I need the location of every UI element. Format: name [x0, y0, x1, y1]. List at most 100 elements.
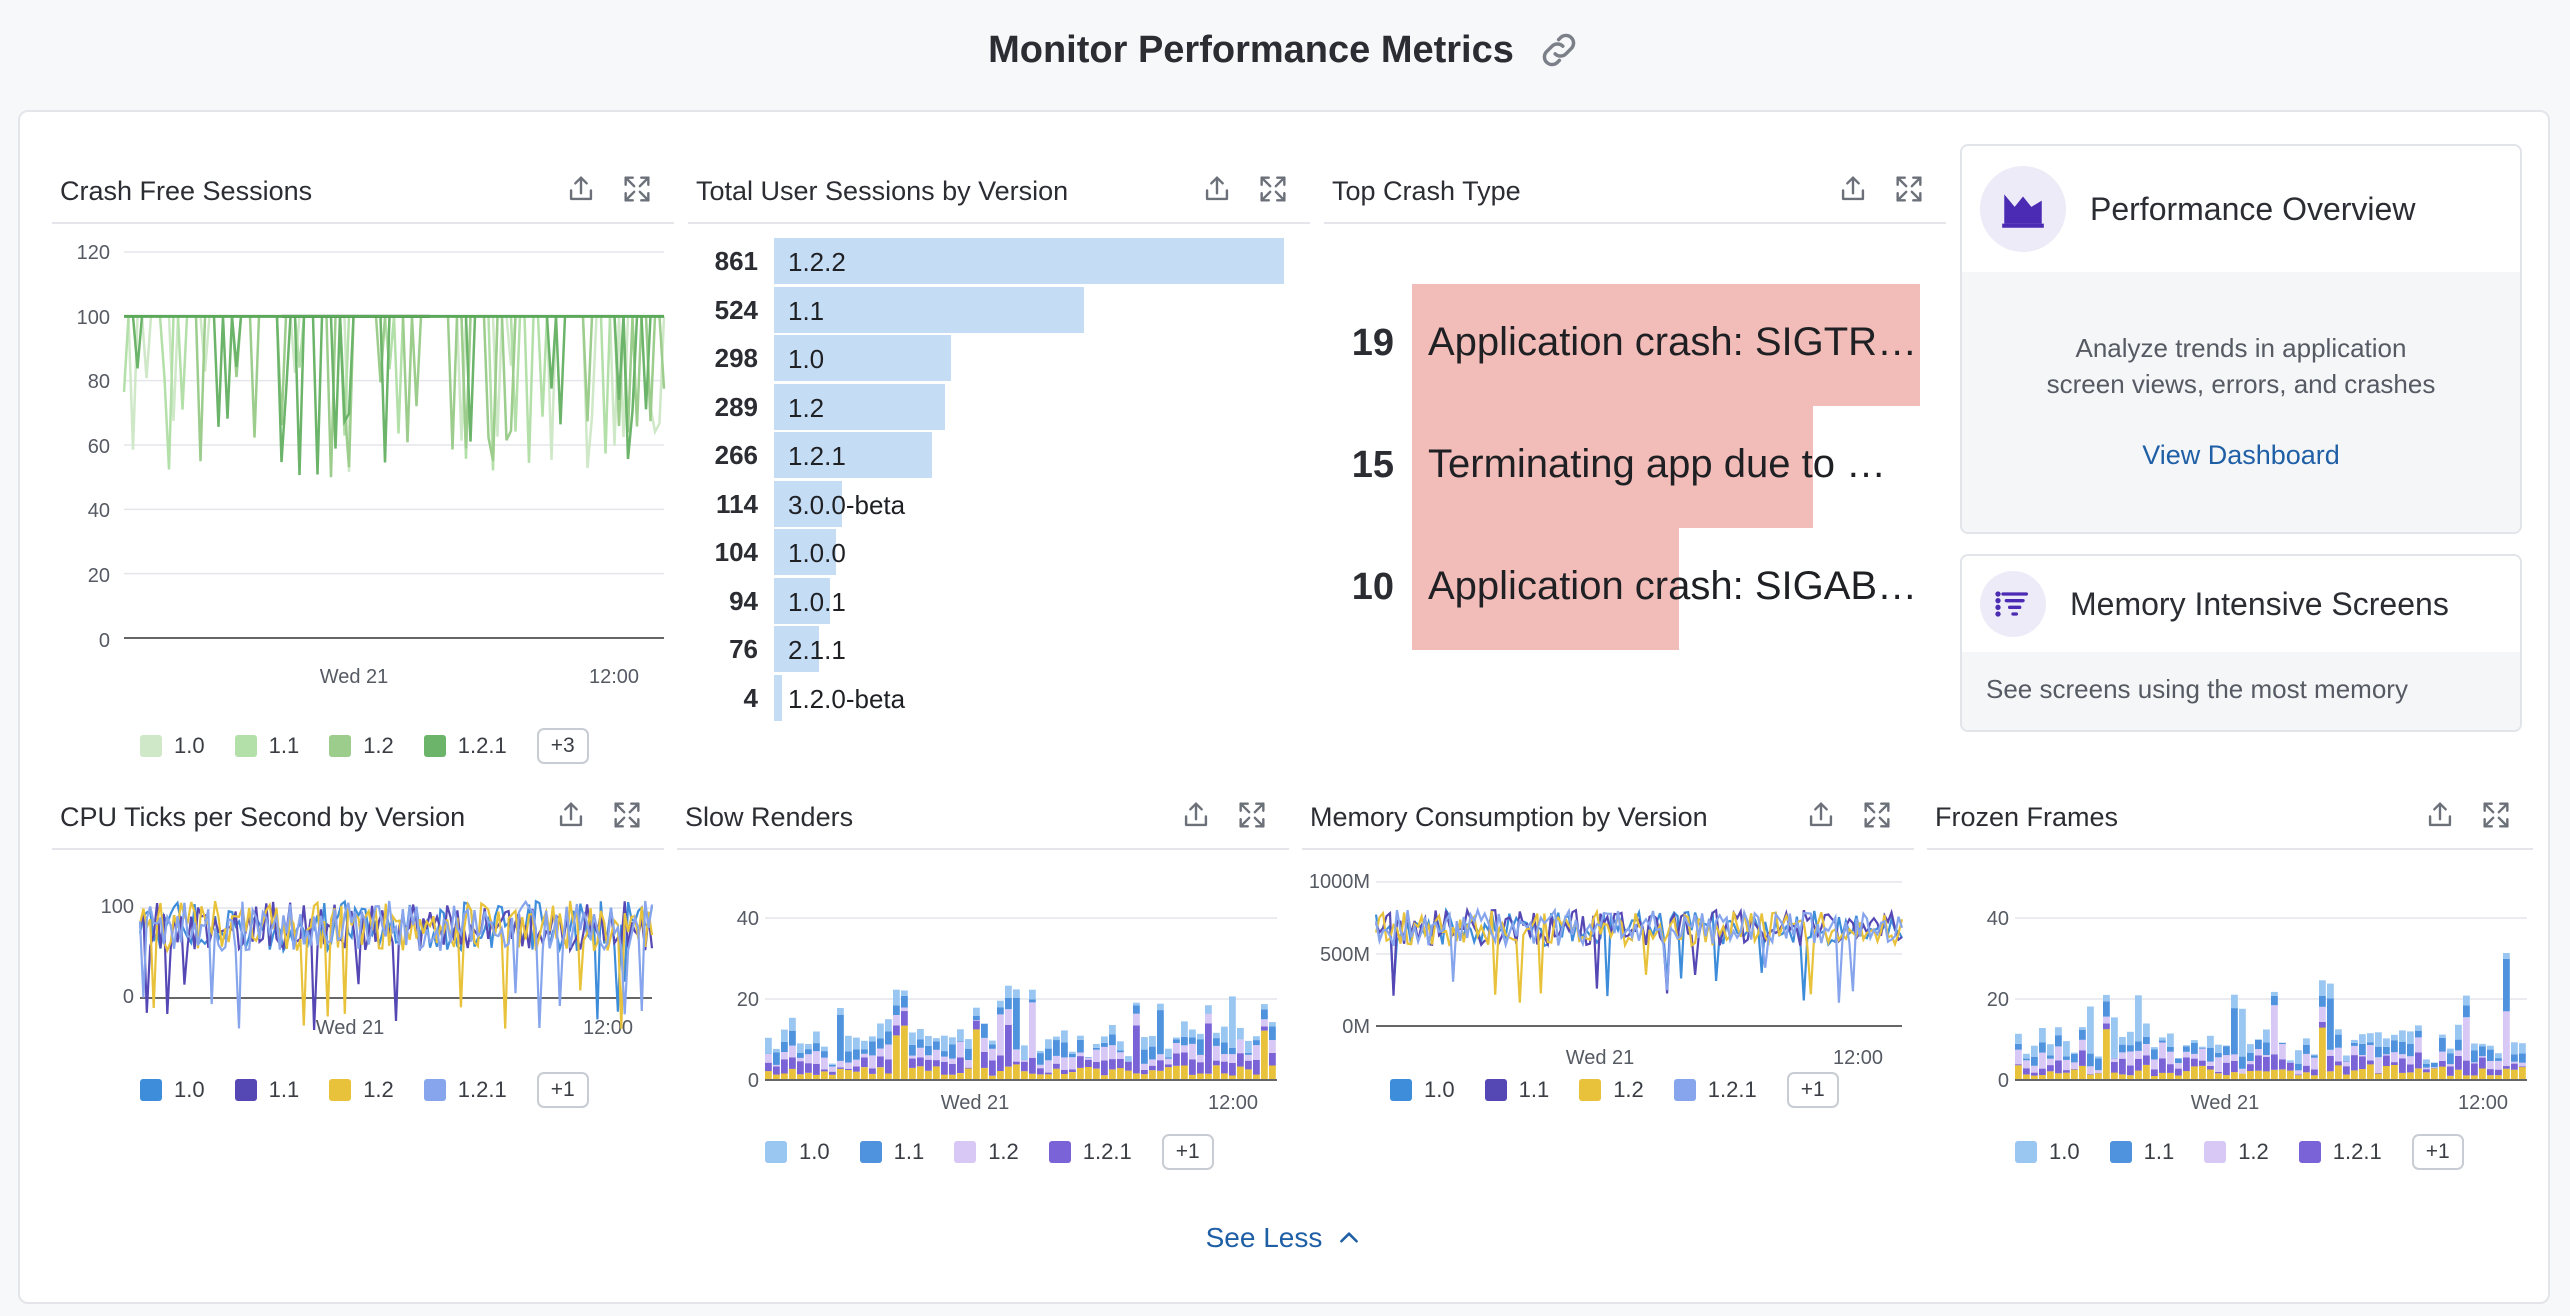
bar-segment [2303, 1065, 2310, 1073]
bar-segment [2343, 1055, 2350, 1061]
bar-value: 266 [714, 440, 758, 470]
legend-item[interactable]: 1.0 [2015, 1139, 2080, 1165]
export-icon[interactable] [1200, 172, 1234, 206]
bar-segment [1109, 1045, 1116, 1060]
bar-segment [2199, 1046, 2206, 1048]
legend-label: 1.2 [988, 1139, 1019, 1164]
bar-row[interactable]: 861 1.2.2 [688, 238, 1310, 284]
legend-item[interactable]: 1.1 [234, 1077, 299, 1103]
crash-row[interactable]: 19 Application crash: SIGTR… [1324, 284, 1946, 406]
legend-more-button[interactable]: +3 [536, 728, 589, 764]
legend-item[interactable]: 1.1 [2109, 1139, 2174, 1165]
legend-item[interactable]: 1.1 [234, 733, 299, 759]
bar-segment [2503, 1011, 2510, 1067]
bar-segment [797, 1043, 804, 1053]
performance-overview-card[interactable]: Performance Overview Analyze trends in a… [1960, 144, 2522, 534]
legend-item[interactable]: 1.0 [140, 1077, 205, 1103]
bar-segment [2199, 1066, 2206, 1080]
bar-segment [1189, 1043, 1196, 1060]
legend-more-button[interactable]: +1 [1786, 1072, 1839, 1108]
legend-more-button[interactable]: +1 [2411, 1134, 2464, 1170]
export-icon[interactable] [564, 172, 598, 206]
legend-label: 1.0 [2049, 1139, 2080, 1164]
legend-item[interactable]: 1.0 [140, 733, 205, 759]
legend-item[interactable]: 1.1 [1484, 1077, 1549, 1103]
bar-row[interactable]: 76 2.1.1 [688, 626, 1310, 672]
crash-row[interactable]: 15 Terminating app due to … [1324, 406, 1946, 528]
bar-segment [1109, 1034, 1116, 1046]
bar-segment [805, 1072, 812, 1080]
bar-segment [1221, 1026, 1228, 1043]
expand-icon[interactable] [2479, 798, 2513, 832]
bar-segment [2071, 1053, 2078, 1063]
legend-item[interactable]: 1.2.1 [2298, 1139, 2382, 1165]
legend-item[interactable]: 1.2 [329, 733, 394, 759]
legend-item[interactable]: 1.2.1 [1673, 1077, 1757, 1103]
bar-segment [2383, 1054, 2390, 1056]
legend-item[interactable]: 1.2 [2204, 1139, 2269, 1165]
bar-segment [941, 1035, 948, 1052]
bar-segment [949, 1044, 956, 1059]
legend-more-button[interactable]: +1 [1161, 1134, 1214, 1170]
export-icon[interactable] [1836, 172, 1870, 206]
legend-item[interactable]: 1.2.1 [423, 1077, 507, 1103]
bar-row[interactable]: 266 1.2.1 [688, 432, 1310, 478]
legend-item[interactable]: 1.0 [765, 1139, 830, 1165]
bar-row[interactable]: 298 1.0 [688, 335, 1310, 381]
bar-segment [2039, 1068, 2046, 1075]
bar-segment [2247, 1061, 2254, 1065]
see-less-button[interactable]: See Less [20, 1222, 2548, 1254]
legend-swatch [140, 1079, 162, 1101]
expand-icon[interactable] [1860, 798, 1894, 832]
legend-item[interactable]: 1.2 [329, 1077, 394, 1103]
expand-icon[interactable] [610, 798, 644, 832]
bar-row[interactable]: 524 1.1 [688, 286, 1310, 333]
bar-row[interactable]: 94 1.0.1 [688, 577, 1310, 624]
export-icon[interactable] [1179, 798, 1213, 832]
bar-segment [1133, 1002, 1140, 1006]
legend-item[interactable]: 1.2 [1579, 1077, 1644, 1103]
export-icon[interactable] [2423, 798, 2457, 832]
bar-segment [909, 1044, 916, 1056]
legend-item[interactable]: 1.1 [859, 1139, 924, 1165]
bar-segment [957, 1029, 964, 1041]
legend-item[interactable]: 1.2.1 [423, 733, 507, 759]
bar-segment [789, 1045, 796, 1058]
bar-row[interactable]: 104 1.0.0 [688, 529, 1310, 575]
bar-segment [1245, 1040, 1252, 1053]
bar-row[interactable]: 114 3.0.0-beta [688, 480, 1310, 527]
legend-item[interactable]: 1.0 [1390, 1077, 1455, 1103]
legend-item[interactable]: 1.2.1 [1048, 1139, 1132, 1165]
bar-row[interactable]: 4 1.2.0-beta [688, 674, 1310, 721]
expand-icon[interactable] [620, 172, 654, 206]
bar-segment [1149, 1070, 1156, 1080]
export-icon[interactable] [554, 798, 588, 832]
bar-segment [2359, 1034, 2366, 1044]
bar-segment [2431, 1062, 2438, 1063]
bar-segment [1037, 1050, 1044, 1054]
expand-icon[interactable] [1256, 172, 1290, 206]
widget-header: CPU Ticks per Second by Version [52, 780, 664, 850]
crash-row[interactable]: 10 Application crash: SIGAB… [1324, 528, 1946, 650]
bar-row[interactable]: 289 1.2 [688, 383, 1310, 430]
link-icon[interactable] [1536, 27, 1582, 73]
expand-icon[interactable] [1235, 798, 1269, 832]
expand-icon[interactable] [1892, 172, 1926, 206]
series-line [1374, 906, 1903, 996]
bar-segment [1069, 1072, 1076, 1080]
legend-more-button[interactable]: +1 [536, 1072, 589, 1108]
bar-segment [1149, 1036, 1156, 1047]
bar-segment [997, 1014, 1004, 1056]
bar-segment [2359, 1043, 2366, 1055]
bar-segment [837, 1067, 844, 1069]
memory-intensive-screens-card[interactable]: Memory Intensive Screens See screens usi… [1960, 554, 2522, 732]
bar-segment [1189, 1074, 1196, 1080]
legend-label: 1.2.1 [457, 733, 507, 758]
view-dashboard-link[interactable]: View Dashboard [2142, 440, 2340, 470]
legend-item[interactable]: 1.2 [954, 1139, 1019, 1165]
bar-segment [1173, 1065, 1180, 1080]
bar-segment [2383, 1038, 2390, 1047]
legend-swatch [234, 1079, 257, 1101]
series-line [1374, 906, 1904, 1003]
export-icon[interactable] [1804, 798, 1838, 832]
